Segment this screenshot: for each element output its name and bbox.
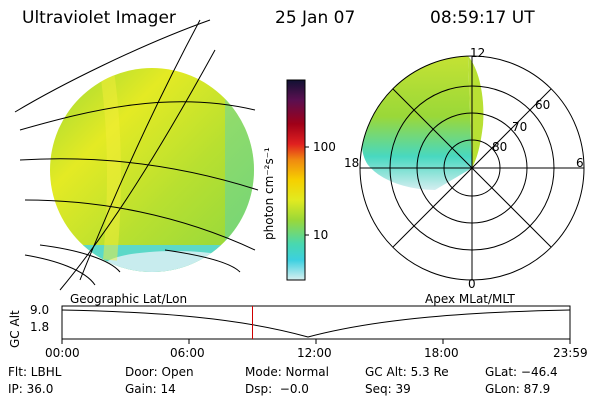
timeline-left-label: Geographic Lat/Lon xyxy=(70,292,188,306)
info-glat: GLat: −46.4 xyxy=(485,365,558,379)
ring-label-80: 80 xyxy=(492,140,508,154)
colorbar xyxy=(286,79,306,281)
info-door: Door: Open xyxy=(125,365,194,379)
timeline-x-tick: 12:00 xyxy=(297,346,332,360)
mlt-label-0: 0 xyxy=(468,277,476,291)
timeline-x-tick: 18:00 xyxy=(424,346,459,360)
info-glon: GLon: 87.9 xyxy=(485,382,551,396)
timeline-x-tick: 23:59 xyxy=(553,346,588,360)
colorbar-tick-10: 10 xyxy=(313,228,329,242)
info-dsp: Dsp: −0.0 xyxy=(245,382,309,396)
instrument-title: Ultraviolet Imager xyxy=(22,8,176,28)
mlt-label-18: 18 xyxy=(344,156,360,170)
timeline-x-tick: 00:00 xyxy=(45,346,80,360)
info-ip: IP: 36.0 xyxy=(8,382,54,396)
info-gc-alt: GC Alt: 5.3 Re xyxy=(365,365,449,379)
polar-plot xyxy=(359,55,585,281)
info-seq: Seq: 39 xyxy=(365,382,411,396)
mlt-label-6: 6 xyxy=(576,156,584,170)
date-label: 25 Jan 07 xyxy=(275,8,356,28)
time-label: 08:59:17 UT xyxy=(430,8,535,28)
timeline-y-tick-low: 1.8 xyxy=(30,320,50,334)
timeline-x-tick: 06:00 xyxy=(170,346,205,360)
ring-label-60: 60 xyxy=(535,98,551,112)
mlt-label-12: 12 xyxy=(470,46,486,60)
colorbar-tick-100: 100 xyxy=(313,140,336,154)
earth-disk-image xyxy=(14,19,259,291)
ring-label-70: 70 xyxy=(512,120,528,134)
colorbar-unit-label: photon cm⁻²s⁻¹ xyxy=(262,147,276,240)
timeline-panel xyxy=(61,305,571,344)
timeline-right-label: Apex MLat/MLT xyxy=(425,292,515,306)
timeline-axis-title: GC Alt xyxy=(8,310,22,348)
info-filter: Flt: LBHL xyxy=(8,365,62,379)
info-gain: Gain: 14 xyxy=(125,382,176,396)
timeline-y-tick-high: 9.0 xyxy=(30,303,50,317)
info-mode: Mode: Normal xyxy=(245,365,329,379)
